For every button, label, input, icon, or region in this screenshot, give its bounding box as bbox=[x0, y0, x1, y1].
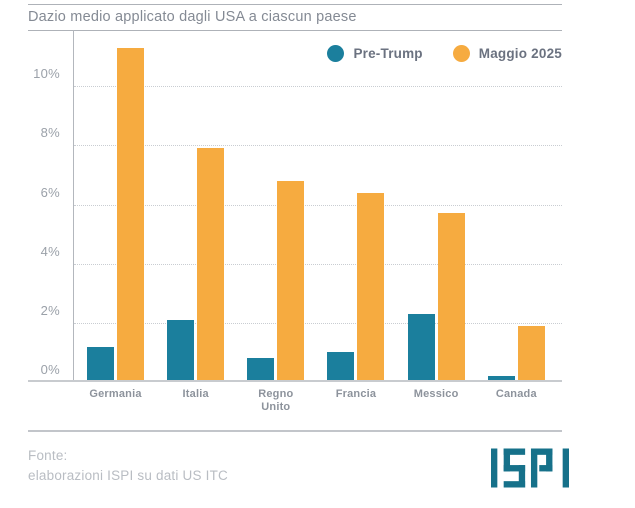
y-axis-tick-labels: 0% 2% 4% 6% 8% 10% bbox=[16, 30, 66, 382]
legend-label-maggio-2025: Maggio 2025 bbox=[478, 46, 562, 61]
chart-title: Dazio medio applicato dagli USA a ciascu… bbox=[28, 9, 357, 25]
bar-pre-trump-francia bbox=[327, 352, 355, 382]
gridline bbox=[74, 145, 562, 147]
bar-pre-trump-italia bbox=[167, 319, 195, 382]
source-note: Fonte: elaborazioni ISPI su dati US ITC bbox=[28, 446, 228, 486]
gridline bbox=[74, 204, 562, 206]
gridline bbox=[74, 322, 562, 324]
x-axis-baseline bbox=[28, 380, 562, 382]
ispi-logo bbox=[491, 448, 569, 488]
legend: Pre-Trump Maggio 2025 bbox=[327, 45, 562, 62]
y-tick-label: 0% bbox=[40, 362, 60, 377]
footer-divider bbox=[28, 430, 562, 432]
bar-pre-trump-messico bbox=[407, 313, 435, 382]
top-divider bbox=[28, 4, 562, 5]
bar-maggio-2025-germania bbox=[117, 47, 144, 382]
bar-maggio-2025-canada bbox=[517, 325, 545, 382]
source-text: elaborazioni ISPI su dati US ITC bbox=[28, 468, 228, 483]
y-tick-label: 8% bbox=[40, 125, 60, 141]
legend-label-pre-trump: Pre-Trump bbox=[353, 46, 423, 61]
legend-dot-maggio-2025-icon bbox=[452, 45, 470, 62]
plot-area: Pre-Trump Maggio 2025 bbox=[74, 30, 562, 382]
y-tick-label: 10% bbox=[33, 66, 60, 82]
bar-maggio-2025-messico bbox=[437, 213, 465, 382]
y-axis-line bbox=[73, 30, 74, 382]
legend-dot-pre-trump-icon bbox=[327, 45, 345, 62]
x-category-label-regno-unito: Regno Unito bbox=[258, 388, 294, 413]
bar-maggio-2025-francia bbox=[357, 192, 385, 382]
x-category-label-italia: Italia bbox=[182, 388, 209, 400]
x-category-label-canada: Canada bbox=[495, 388, 537, 400]
gridline bbox=[74, 86, 562, 88]
x-category-label-francia: Francia bbox=[335, 388, 377, 400]
gridline bbox=[74, 263, 562, 265]
y-tick-label: 4% bbox=[40, 243, 60, 259]
legend-item-maggio-2025: Maggio 2025 bbox=[452, 45, 562, 62]
bar-pre-trump-canada bbox=[487, 376, 515, 382]
source-label: Fonte: bbox=[28, 448, 68, 463]
x-category-label-germania: Germania bbox=[89, 388, 142, 400]
x-category-label-messico: Messico bbox=[413, 388, 459, 400]
y-tick-label: 6% bbox=[40, 184, 60, 200]
bar-pre-trump-germania bbox=[87, 346, 114, 382]
legend-item-pre-trump: Pre-Trump bbox=[327, 45, 423, 62]
title-divider bbox=[28, 30, 562, 31]
bar-maggio-2025-italia bbox=[197, 148, 225, 382]
bar-pre-trump-regno-unito bbox=[247, 358, 275, 382]
ispi-logo-glyph bbox=[491, 448, 569, 488]
x-axis-labels: Germania Italia Regno Unito Francia Messico C… bbox=[74, 388, 562, 424]
y-tick-label: 2% bbox=[40, 302, 60, 318]
bar-maggio-2025-regno-unito bbox=[277, 180, 305, 382]
